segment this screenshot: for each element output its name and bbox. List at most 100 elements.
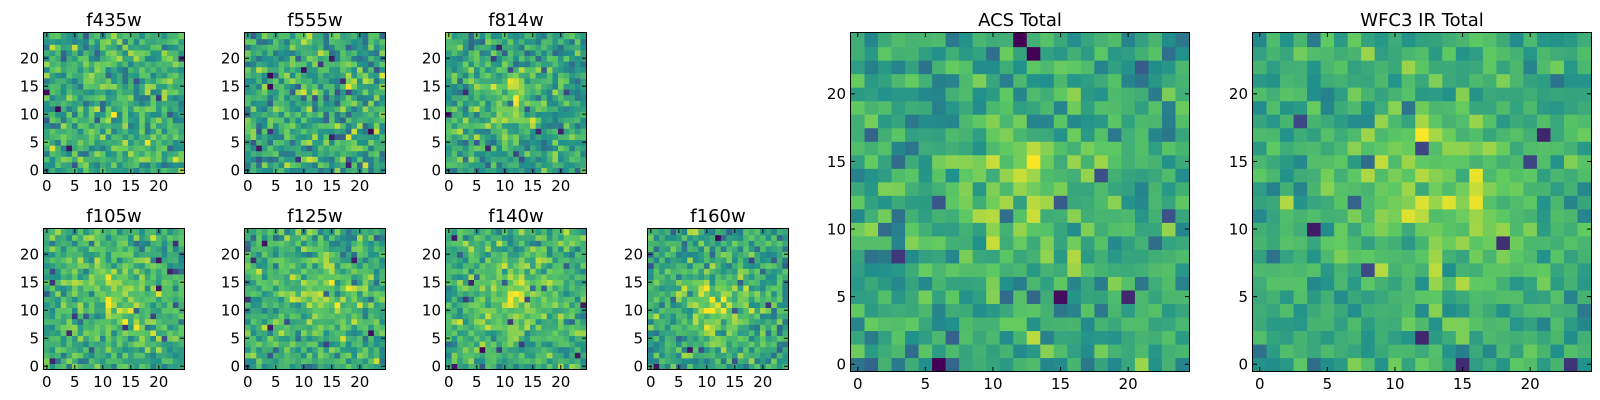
heatmap-cell [323,94,330,101]
heatmap-cell [474,279,481,286]
heatmap-cell [524,105,531,112]
heatmap-cell [670,273,677,280]
heatmap-cell [1067,316,1082,332]
heatmap-cell [284,77,291,84]
heatmap-cell [446,262,453,269]
heatmap-cell [55,49,62,56]
heatmap-cell [518,285,525,292]
x-tick-label-f435w: 5 [70,177,80,195]
heatmap-cell [462,290,469,297]
heatmap-cell [490,290,497,297]
heatmap-cell [178,357,185,364]
heatmap-cell [530,240,537,247]
heatmap-cell [178,105,185,112]
heatmap-cell [490,324,497,331]
heatmap-cell [44,145,51,152]
heatmap-cell [502,346,509,353]
heatmap-cell [172,296,179,303]
heatmap-cell [357,122,364,129]
heatmap-cell [128,257,135,264]
heatmap-cell [379,296,386,303]
heatmap-cell [317,346,324,353]
heatmap-cell [295,44,302,51]
heatmap-cell [462,38,469,45]
heatmap-cell [161,307,168,314]
heatmap-cell [1013,222,1028,237]
heatmap-cell [732,341,739,348]
heatmap-cell [306,301,313,308]
heatmap-cell [999,330,1014,345]
heatmap-cell [732,245,739,252]
heatmap-cell [49,251,56,258]
heatmap-cell [351,89,358,96]
heatmap-cell [737,229,744,236]
heatmap-cell [530,307,537,314]
heatmap-cell [49,245,56,252]
heatmap-cell [905,249,920,264]
heatmap-cell [524,229,531,236]
heatmap-cell [278,296,285,303]
heatmap-cell [55,128,62,135]
heatmap-cell [273,72,280,79]
heatmap-cell [373,83,380,90]
x-tick-label-f140w: 0 [444,373,454,391]
heatmap-cell [986,195,1001,210]
heatmap-cell [284,100,291,107]
heatmap-cell [345,156,352,163]
heatmap-cell [156,94,163,101]
heatmap-cell [574,72,581,79]
heatmap-cell [167,346,174,353]
heatmap-cell [552,335,559,342]
heatmap-cell [289,229,296,236]
heatmap-cell [715,324,722,331]
heatmap-cell [490,251,497,258]
heatmap-cell [156,268,163,275]
heatmap-cell [451,307,458,314]
heatmap-cell [317,38,324,45]
heatmap-cell [139,324,146,331]
heatmap-cell [317,324,324,331]
heatmap-cell [891,289,906,304]
heatmap-cell [563,38,570,45]
heatmap-cell [261,234,268,241]
heatmap-cell [261,279,268,286]
heatmap-cell [340,318,347,325]
heatmap-cell [765,245,772,252]
heatmap-cell [256,105,263,112]
heatmap-cell [474,156,481,163]
heatmap-cell [156,44,163,51]
heatmap-cell [100,257,107,264]
heatmap-cell [959,330,974,345]
heatmap-cell [782,262,789,269]
heatmap-cell [496,83,503,90]
heatmap-cell [289,105,296,112]
heatmap-cell [776,279,783,286]
heatmap-cell [535,245,542,252]
heatmap-cell [574,352,581,359]
heatmap-cell [1134,208,1150,223]
heatmap-cell [457,257,464,264]
heatmap-cell [261,77,268,84]
heatmap-cell [524,167,531,174]
heatmap-cell [485,156,492,163]
heatmap-cell [878,208,893,223]
heatmap-cell [754,363,761,370]
heatmap-cell [513,66,520,73]
heatmap-cell [100,335,107,342]
heatmap-cell [373,229,380,236]
heatmap-cell [49,329,56,336]
heatmap-cell [1175,208,1190,223]
heatmap-cell [312,341,319,348]
heatmap-cell [323,111,330,118]
heatmap-cell [709,251,716,258]
heatmap-cell [541,100,548,107]
heatmap-cell [726,341,733,348]
heatmap-cell [278,313,285,320]
heatmap-cell [111,268,118,275]
heatmap-cell [295,257,302,264]
heatmap-cell [111,133,118,140]
heatmap-cell [329,251,336,258]
heatmap-cell [754,318,761,325]
x-tick-label-f160w: 0 [646,373,656,391]
heatmap-cell [715,262,722,269]
